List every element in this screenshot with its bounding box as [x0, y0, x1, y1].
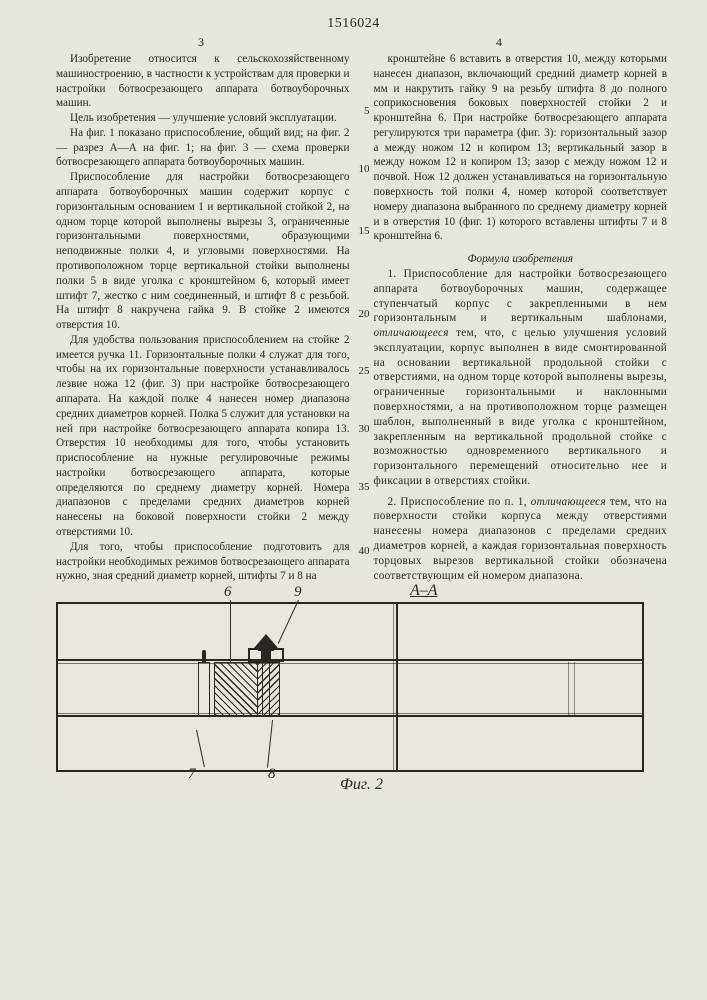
bolt-head: [254, 634, 278, 648]
para: На фиг. 1 показано приспособление, общий…: [56, 126, 350, 170]
line-number: 25: [354, 364, 370, 379]
nut: [248, 648, 284, 662]
line-number: 20: [354, 307, 370, 322]
para: Цель изобретения — улучшение условий экс…: [56, 111, 350, 126]
fig-band: [58, 659, 642, 717]
line-number: 15: [354, 224, 370, 239]
callout-9: 9: [294, 584, 302, 601]
leader: [267, 720, 273, 768]
column-left: Изобретение относится к сельскохозяйстве…: [56, 52, 350, 584]
claim: 1. Приспособление для настройки ботвосре…: [374, 267, 668, 489]
column-right: 510152025303540 кронштейне 6 вставить в …: [374, 52, 668, 584]
hatched-block: [214, 662, 258, 716]
line-number: 5: [354, 104, 370, 119]
doc-number: 1516024: [327, 16, 380, 32]
line-number: 30: [354, 422, 370, 437]
formula-title: Формула изобретения: [374, 252, 668, 267]
fig-line: [58, 663, 642, 664]
pin-left: [198, 662, 210, 716]
callout-6: 6: [224, 584, 232, 601]
para: Приспособление для настройки ботвосрезаю…: [56, 170, 350, 333]
claim: 2. Приспособление по п. 1, отличающееся …: [374, 495, 668, 584]
fig-line: [574, 662, 575, 716]
figure-caption: Фиг. 2: [56, 776, 667, 794]
para: Для того, чтобы приспособление подготови…: [56, 540, 350, 584]
leader: [278, 600, 299, 644]
bolt-shaft: [262, 662, 270, 716]
fig-line: [568, 662, 569, 716]
fig-stem: [396, 604, 398, 770]
line-number: 40: [354, 544, 370, 559]
page-number-right: 4: [496, 35, 502, 50]
page-number-left: 3: [198, 35, 204, 50]
para: Изобретение относится к сельскохозяйстве…: [56, 52, 350, 111]
callout-8: 8: [268, 766, 276, 783]
fig-line: [393, 604, 394, 770]
para: Для удобства пользования приспособлением…: [56, 333, 350, 540]
pin-cap: [202, 650, 206, 662]
callout-7: 7: [188, 766, 196, 783]
leader: [196, 730, 205, 767]
leader: [230, 600, 231, 662]
figure-2: А–А 6 9 7 8 Фиг. 2: [56, 602, 667, 794]
line-number: 10: [354, 162, 370, 177]
line-number: 35: [354, 480, 370, 495]
section-label: А–А: [410, 582, 438, 600]
fig-line: [58, 713, 642, 714]
para: кронштейне 6 вставить в отверстия 10, ме…: [374, 52, 668, 244]
